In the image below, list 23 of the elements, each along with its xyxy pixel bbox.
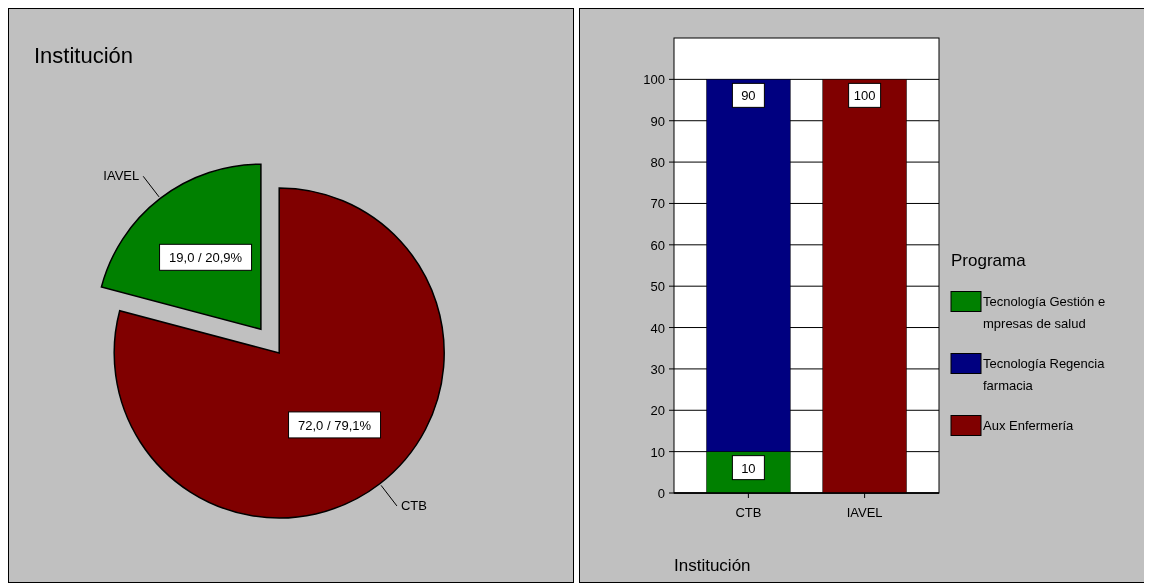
x-axis-title: Institución (674, 556, 751, 575)
y-tick-label: 20 (650, 403, 665, 419)
y-tick-label: 80 (650, 155, 665, 171)
y-tick-label: 90 (650, 113, 665, 129)
legend-label: Aux Enfermería (983, 417, 1075, 433)
data-label: 90 (741, 88, 756, 104)
y-tick-label: 70 (650, 196, 665, 212)
y-tick-label: 60 (650, 237, 665, 253)
y-tick-label: 0 (657, 486, 665, 501)
y-tick-label: 10 (650, 444, 665, 460)
legend-label: Tecnología Regencia farmacia (983, 355, 1106, 393)
y-tick-label: 40 (650, 320, 665, 336)
data-label: 10 (741, 460, 756, 476)
data-label: 19,0 / 20,9% (169, 250, 243, 266)
legend-label: Tecnología Gestión e mpresas de salud (983, 293, 1106, 331)
data-label: 72,0 / 79,1% (298, 417, 372, 433)
y-tick-label: 50 (650, 279, 665, 295)
y-tick-label: 30 (650, 361, 665, 377)
y-tick-label: 100 (643, 72, 665, 88)
data-label: 100 (853, 88, 876, 104)
chart-title: Institución (34, 43, 134, 68)
legend-title: Programa (951, 250, 1027, 270)
slice-label: IAVEL (103, 168, 140, 184)
